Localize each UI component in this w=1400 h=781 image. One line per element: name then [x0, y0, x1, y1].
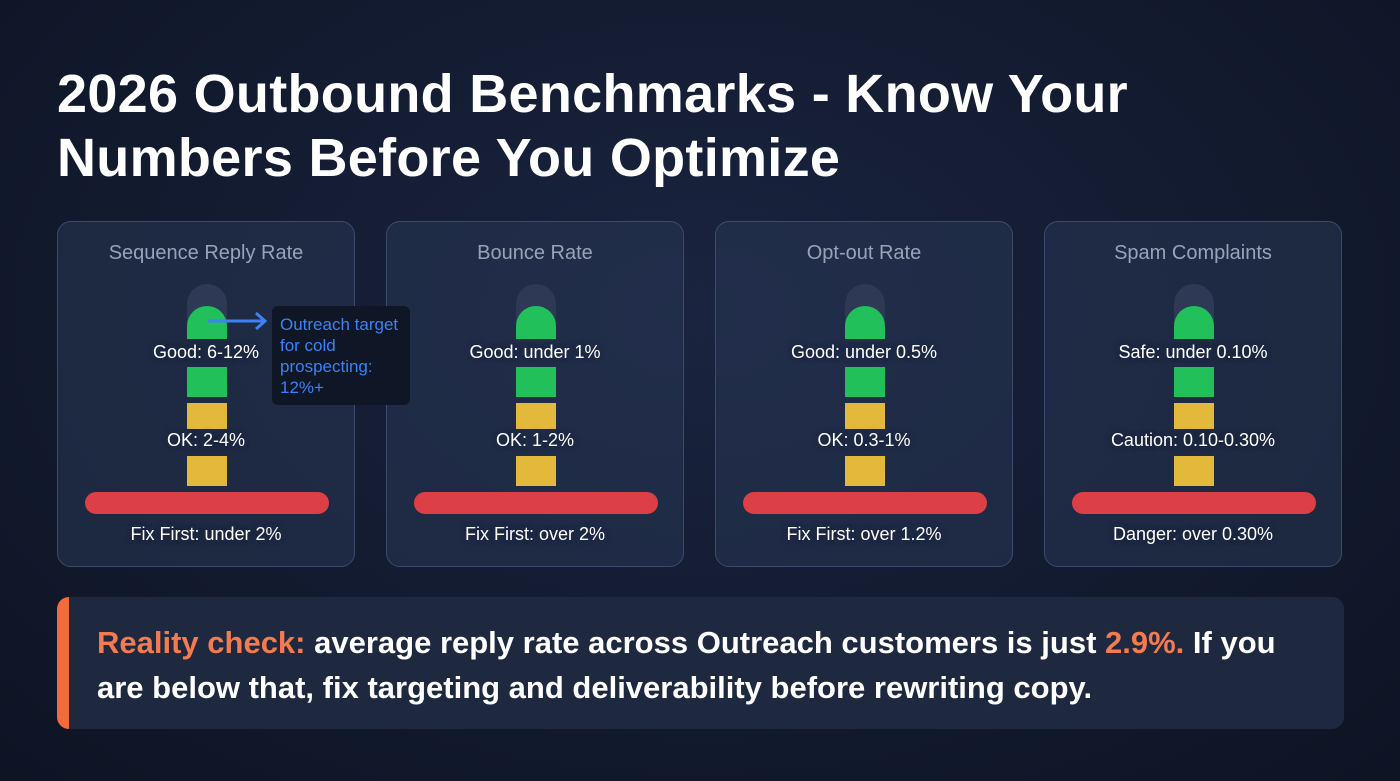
- good-label: Good: under 0.5%: [790, 342, 938, 362]
- gauge-ok: [187, 456, 227, 486]
- text: If you are below that, fix targeting and…: [97, 625, 1276, 705]
- callout-arrow: [208, 311, 268, 331]
- ok-label: OK: 0.3-1%: [817, 430, 911, 450]
- good-label: Good: under 1%: [469, 342, 601, 362]
- benchmark-card: Spam Complaints Safe: under 0.10% Caution:…: [1044, 221, 1342, 567]
- gauge-good: [516, 367, 556, 397]
- gauge-good: [1174, 367, 1214, 397]
- gauge-ok: [187, 403, 227, 429]
- good-label: Safe: under 0.10%: [1118, 342, 1268, 362]
- gauge-danger: [414, 492, 658, 514]
- callout: Outreach target for cold prospecting: 12…: [272, 306, 410, 405]
- benchmark-card: Bounce Rate Good: under 1% OK: 1-2% Fix Fir…: [386, 221, 684, 567]
- lead: Reality check:: [97, 625, 306, 660]
- gauge-good: [845, 367, 885, 397]
- gauge-ok: [516, 403, 556, 429]
- card-title: Opt-out Rate: [806, 242, 922, 264]
- highlight: 2.9%.: [1105, 625, 1185, 660]
- gauge-ok: [845, 456, 885, 486]
- fix-label: Fix First: over 1.2%: [786, 524, 942, 544]
- text: average reply rate across Outreach custo…: [314, 625, 1097, 660]
- gauge-good: [516, 306, 556, 339]
- ok-label: Caution: 0.10-0.30%: [1110, 430, 1276, 450]
- gauge-ok: [1174, 403, 1214, 429]
- fix-label: Fix First: under 2%: [130, 524, 282, 544]
- card-title: Bounce Rate: [477, 242, 593, 264]
- reality-check: Reality check: average reply rate across…: [57, 597, 1344, 729]
- benchmark-card: Opt-out Rate Good: under 0.5% OK: 0.3-1% Fi…: [715, 221, 1013, 567]
- reality-text: Reality check: average reply rate across…: [97, 620, 1327, 710]
- card-title: Sequence Reply Rate: [108, 242, 304, 264]
- accent-bar: [57, 597, 69, 729]
- ok-label: OK: 2-4%: [166, 430, 246, 450]
- gauge-ok: [845, 403, 885, 429]
- gauge-ok: [516, 456, 556, 486]
- gauge-danger: [743, 492, 987, 514]
- card-title: Spam Complaints: [1114, 242, 1272, 264]
- gauge-danger: [85, 492, 329, 514]
- ok-label: OK: 1-2%: [495, 430, 575, 450]
- gauge-good: [187, 367, 227, 397]
- good-label: Good: 6-12%: [152, 342, 260, 362]
- gauge-ok: [1174, 456, 1214, 486]
- gauge-good: [1174, 306, 1214, 339]
- gauge-good: [845, 306, 885, 339]
- gauge-danger: [1072, 492, 1316, 514]
- page-title: 2026 Outbound Benchmarks - Know Your Num…: [57, 64, 1128, 188]
- fix-label: Fix First: over 2%: [464, 524, 606, 544]
- fix-label: Danger: over 0.30%: [1112, 524, 1274, 544]
